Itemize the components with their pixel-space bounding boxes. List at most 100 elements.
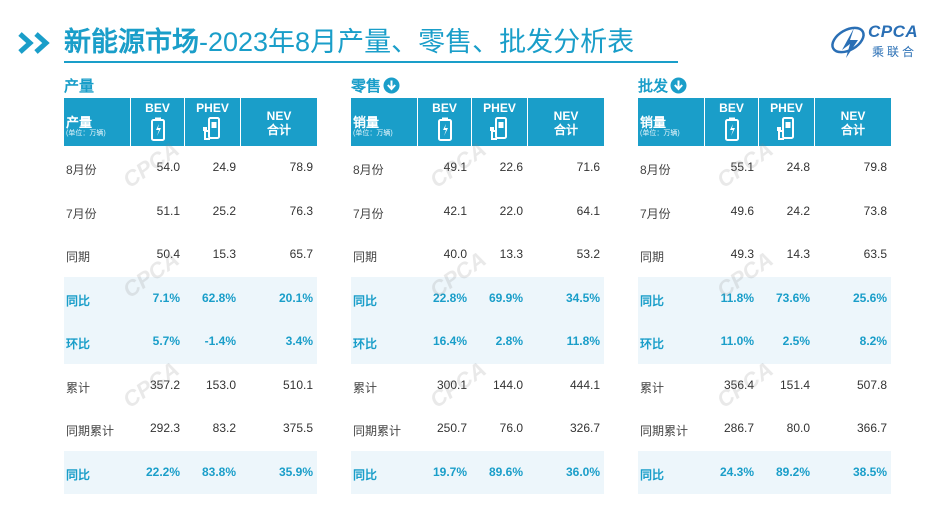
row-label: 同比: [66, 467, 91, 482]
plug-in-hybrid-icon: [202, 117, 220, 140]
unit-label: (单位：万辆): [640, 130, 680, 137]
unit-label: (单位：万辆): [353, 130, 393, 137]
row-label: 7月份: [66, 206, 97, 221]
table-row: 同期累计 292.3 83.2 375.5: [64, 407, 317, 451]
nev-label: NEV 合计: [840, 109, 866, 137]
cell-phev: 73.6%: [775, 290, 810, 305]
logo-cn: 乘联合: [872, 45, 918, 59]
cell-phev: 2.5%: [782, 334, 810, 348]
page-title-bold: 新能源市场: [64, 27, 199, 57]
cell-nev: 38.5%: [852, 464, 887, 479]
cpca-logo: CPCA 乘联合: [828, 18, 938, 64]
table-row: 7月份 42.1 22.0 64.1: [351, 190, 604, 234]
cell-bev: 49.3: [730, 247, 754, 261]
row-label: 环比: [66, 337, 91, 351]
row-label: 环比: [640, 337, 665, 351]
header: 新能源市场-2023年8月产量、零售、批发分析表 CPCA 乘联合: [0, 0, 951, 70]
cell-nev: 73.8: [863, 203, 887, 218]
table-row: 同比 22.8% 69.9% 34.5%: [351, 276, 604, 320]
cell-nev: 63.5: [863, 247, 887, 261]
data-table: 销量 (单位：万辆) BEV PHEV NEV 合计 8月份 55.1 24.8 79.8 7月份 4…: [638, 98, 891, 505]
cell-bev: 292.3: [149, 421, 180, 435]
corner-label: 销量: [640, 115, 667, 130]
section-label: 产量: [64, 75, 94, 96]
cell-bev: 7.1%: [152, 290, 180, 305]
corner-label: 销量: [353, 115, 380, 130]
header-nev: NEV 合计: [240, 98, 317, 146]
cell-phev: 144.0: [492, 377, 523, 392]
header-bev: BEV: [704, 98, 758, 146]
cell-phev: 2.8%: [495, 334, 523, 348]
phev-label: PHEV: [483, 101, 516, 115]
row-label: 同期: [66, 250, 91, 264]
cell-nev: 375.5: [282, 421, 313, 435]
section-label: 零售: [351, 75, 400, 96]
cell-nev: 71.6: [576, 160, 600, 174]
header-nev: NEV 合计: [527, 98, 604, 146]
table-row: 8月份 49.1 22.6 71.6: [351, 146, 604, 190]
cell-nev: 3.4%: [285, 334, 313, 348]
cell-bev: 40.0: [443, 247, 467, 261]
row-label: 同比: [640, 293, 665, 308]
cell-phev: 22.0: [499, 203, 523, 218]
cell-bev: 356.4: [723, 377, 754, 392]
cell-nev: 64.1: [576, 203, 600, 218]
row-label: 累计: [66, 380, 91, 395]
header-bev: BEV: [417, 98, 471, 146]
table-row: 8月份 55.1 24.8 79.8: [638, 146, 891, 190]
arrow-down-circle-icon: [670, 77, 687, 94]
cell-phev: 89.2%: [775, 464, 810, 479]
cell-nev: 35.9%: [278, 464, 313, 479]
cell-bev: 51.1: [156, 203, 180, 218]
table-row: 同比 11.8% 73.6% 25.6%: [638, 276, 891, 320]
cell-phev: 25.2: [212, 203, 236, 218]
bev-label: BEV: [145, 101, 170, 115]
cell-phev: 62.8%: [201, 290, 236, 305]
cell-phev: 14.3: [786, 247, 810, 261]
cell-bev: 5.7%: [152, 334, 180, 348]
title-underline: [64, 61, 678, 63]
cell-nev: 34.5%: [565, 290, 600, 305]
row-label: 8月份: [640, 163, 671, 177]
cell-phev: 22.6: [499, 160, 523, 174]
cell-phev: 24.8: [786, 160, 810, 174]
cell-bev: 16.4%: [432, 334, 467, 348]
table-header: 销量 (单位：万辆) BEV PHEV NEV 合计: [638, 98, 891, 146]
row-label: 同比: [353, 467, 378, 482]
battery-icon: [437, 117, 452, 141]
table-header: 销量 (单位：万辆) BEV PHEV NEV 合计: [351, 98, 604, 146]
nev-label: NEV 合计: [266, 109, 292, 137]
cell-phev: 24.2: [786, 203, 810, 218]
cell-phev: 69.9%: [488, 290, 523, 305]
table-header: 产量 (单位：万辆) BEV PHEV NEV 合计: [64, 98, 317, 146]
unit-label: (单位：万辆): [66, 130, 106, 137]
row-label: 8月份: [353, 163, 384, 177]
table-row: 环比 5.7% -1.4% 3.4%: [64, 320, 317, 364]
row-label: 同比: [640, 467, 665, 482]
cell-bev: 55.1: [730, 160, 754, 174]
cell-bev: 24.3%: [719, 464, 754, 479]
cell-phev: 76.0: [499, 421, 523, 435]
row-label: 同期累计: [353, 424, 402, 438]
table-row: 8月份 54.0 24.9 78.9: [64, 146, 317, 190]
header-corner: 销量 (单位：万辆): [351, 98, 417, 146]
cell-phev: 83.2: [212, 421, 236, 435]
cell-nev: 444.1: [569, 377, 600, 392]
cell-phev: 13.3: [499, 247, 523, 261]
cell-nev: 76.3: [289, 203, 313, 218]
cell-bev: 49.6: [730, 203, 754, 218]
cell-nev: 78.9: [289, 160, 313, 174]
header-bev: BEV: [130, 98, 184, 146]
header-phev: PHEV: [471, 98, 527, 146]
data-table: 销量 (单位：万辆) BEV PHEV NEV 合计 8月份 49.1 22.6 71.6 7月份 4…: [351, 98, 604, 505]
cell-bev: 54.0: [156, 160, 180, 174]
cell-nev: 36.0%: [565, 464, 600, 479]
table-row: 同比 22.2% 83.8% 35.9%: [64, 450, 317, 494]
table-row: 同比 7.1% 62.8% 20.1%: [64, 276, 317, 320]
table-row: 同期累计 250.7 76.0 326.7: [351, 407, 604, 451]
header-phev: PHEV: [758, 98, 814, 146]
cell-bev: 42.1: [443, 203, 467, 218]
cell-nev: 507.8: [856, 377, 887, 392]
nev-label: NEV 合计: [553, 109, 579, 137]
header-corner: 产量 (单位：万辆): [64, 98, 130, 146]
